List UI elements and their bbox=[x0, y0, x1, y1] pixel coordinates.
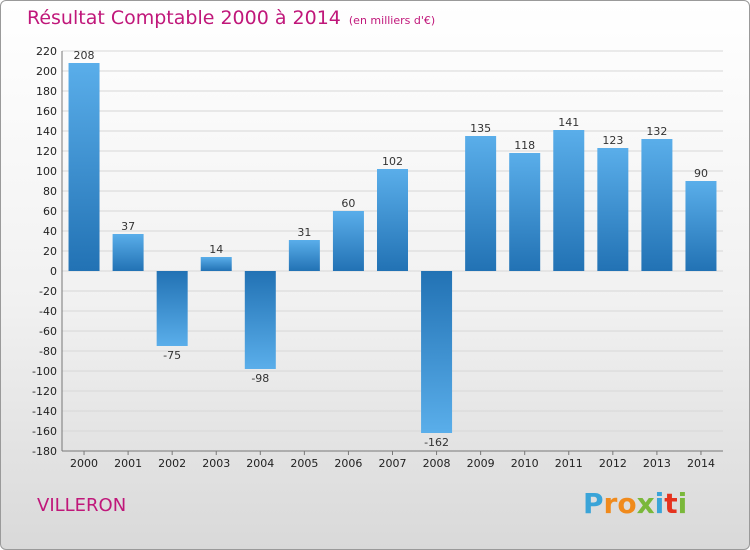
y-tick-label: 120 bbox=[36, 145, 57, 158]
data-label-2003: 14 bbox=[209, 243, 223, 256]
x-tick-label-2007: 2007 bbox=[379, 457, 407, 470]
x-tick-label-2003: 2003 bbox=[202, 457, 230, 470]
bar-2007 bbox=[377, 169, 408, 271]
y-tick-label: -100 bbox=[32, 365, 57, 378]
y-tick-label: 140 bbox=[36, 125, 57, 138]
logo-letter: o bbox=[617, 487, 637, 520]
bar-2001 bbox=[112, 234, 144, 271]
commune-name: VILLERON bbox=[37, 495, 127, 516]
y-tick-label: 100 bbox=[36, 165, 57, 178]
y-tick-label: 200 bbox=[36, 65, 57, 78]
x-tick-label-2000: 2000 bbox=[70, 457, 98, 470]
x-tick-label-2006: 2006 bbox=[334, 457, 362, 470]
y-tick-label: 80 bbox=[43, 185, 57, 198]
y-tick-label: -40 bbox=[39, 305, 57, 318]
data-label-2013: 132 bbox=[646, 125, 667, 138]
y-tick-label: -180 bbox=[32, 445, 57, 458]
y-tick-label: 180 bbox=[36, 85, 57, 98]
x-tick-label-2010: 2010 bbox=[511, 457, 539, 470]
x-tick-label-2004: 2004 bbox=[246, 457, 274, 470]
logo-letter: i bbox=[654, 487, 665, 520]
data-label-2009: 135 bbox=[470, 122, 491, 135]
logo-letter: r bbox=[603, 487, 618, 520]
x-tick-label-2014: 2014 bbox=[687, 457, 715, 470]
bar-2006 bbox=[332, 211, 364, 271]
bar-2012 bbox=[597, 148, 629, 271]
bar-2011 bbox=[553, 130, 585, 271]
y-tick-label: -20 bbox=[39, 285, 57, 298]
bars bbox=[68, 63, 717, 433]
bar-2002 bbox=[156, 271, 188, 346]
data-label-2011: 141 bbox=[558, 116, 579, 129]
x-tick-label-2009: 2009 bbox=[467, 457, 495, 470]
bar-2010 bbox=[509, 153, 541, 271]
x-tick-label-2013: 2013 bbox=[643, 457, 671, 470]
logo-letter: P bbox=[583, 487, 604, 520]
data-labels: 208 37 -75 14 -98 31 60 102 -162 135 118 141 123 132 9… bbox=[74, 49, 708, 449]
data-label-2014: 90 bbox=[694, 167, 708, 180]
data-label-2008: -162 bbox=[424, 436, 449, 449]
data-label-2006: 60 bbox=[341, 197, 355, 210]
bar-2003 bbox=[200, 257, 232, 271]
data-label-2007: 102 bbox=[382, 155, 403, 168]
data-label-2012: 123 bbox=[602, 134, 623, 147]
bar-2013 bbox=[641, 139, 673, 271]
x-tick-label-2005: 2005 bbox=[290, 457, 318, 470]
y-tick-label: -160 bbox=[32, 425, 57, 438]
y-tick-label: -60 bbox=[39, 325, 57, 338]
x-tick-label-2012: 2012 bbox=[599, 457, 627, 470]
logo-letter: x bbox=[636, 487, 655, 520]
bar-2000 bbox=[68, 63, 100, 271]
data-label-2001: 37 bbox=[121, 220, 135, 233]
bar-2009 bbox=[465, 136, 497, 271]
y-tick-label: 40 bbox=[43, 225, 57, 238]
y-tick-label: 160 bbox=[36, 105, 57, 118]
proxiti-logo: Proxiti bbox=[583, 487, 687, 520]
y-tick-label: -80 bbox=[39, 345, 57, 358]
bar-2008 bbox=[421, 271, 453, 433]
x-tick-label-2011: 2011 bbox=[555, 457, 583, 470]
data-label-2004: -98 bbox=[251, 372, 269, 385]
logo-letter: t bbox=[664, 487, 678, 520]
x-tick-label-2008: 2008 bbox=[423, 457, 451, 470]
logo-letter: i bbox=[677, 487, 688, 520]
data-label-2000: 208 bbox=[74, 49, 95, 62]
x-axis-ticks: 2000 2001 2002 2003 2004 2005 2006 2007 2008 2009… bbox=[70, 451, 715, 470]
y-tick-label: 20 bbox=[43, 245, 57, 258]
data-label-2010: 118 bbox=[514, 139, 535, 152]
chart-title: Résultat Comptable 2000 à 2014 (en millie… bbox=[27, 7, 435, 29]
title-unit: (en milliers d'€) bbox=[348, 14, 436, 27]
y-tick-label: 220 bbox=[36, 45, 57, 58]
y-tick-label: -140 bbox=[32, 405, 57, 418]
y-tick-label: -120 bbox=[32, 385, 57, 398]
data-label-2005: 31 bbox=[297, 226, 311, 239]
y-axis-ticks: 220200180160140120100806040200-20-40-60-… bbox=[32, 45, 57, 458]
bar-2005 bbox=[288, 240, 320, 271]
x-tick-label-2002: 2002 bbox=[158, 457, 186, 470]
x-tick-label-2001: 2001 bbox=[114, 457, 142, 470]
title-text: Résultat Comptable 2000 à 2014 bbox=[27, 7, 341, 29]
y-tick-label: 0 bbox=[50, 265, 57, 278]
bar-2004 bbox=[244, 271, 276, 369]
y-tick-label: 60 bbox=[43, 205, 57, 218]
data-label-2002: -75 bbox=[163, 349, 181, 362]
bar-2014 bbox=[685, 181, 717, 271]
